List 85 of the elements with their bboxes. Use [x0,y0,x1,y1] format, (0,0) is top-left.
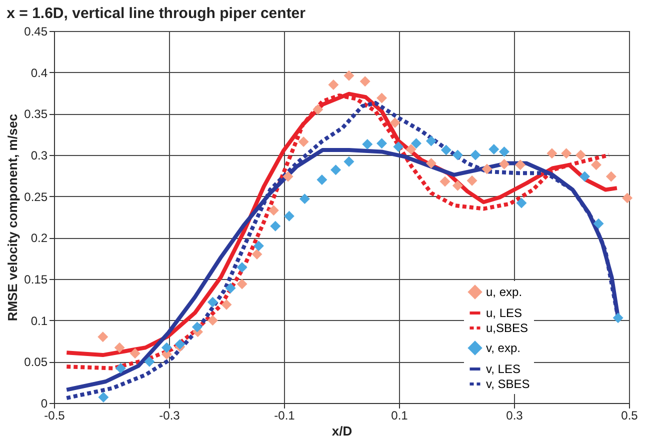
x-tick-label: -0.3 [159,408,180,422]
point [411,138,422,149]
point [344,156,354,167]
point [593,218,604,229]
point [406,144,416,154]
point [282,171,294,182]
point [376,92,387,104]
y-tick-label: 0.05 [24,355,48,370]
point [470,150,481,160]
point [130,348,140,359]
point [515,160,526,170]
point [498,146,510,157]
point [498,158,510,170]
point [236,278,248,290]
point [516,198,527,208]
point [390,118,400,128]
point [328,79,339,90]
y-tick-label: 0 [40,396,48,410]
point [546,148,558,159]
point [270,220,281,232]
point [579,171,590,182]
point [440,144,452,156]
x-axis-title: x/D [332,424,352,438]
point [482,164,492,174]
point [362,139,373,150]
point [622,192,633,204]
point [161,342,172,353]
x-tick-label: -0.5 [44,408,66,422]
point [426,158,436,169]
point [376,138,387,149]
point [344,70,354,81]
point [440,176,450,187]
point [236,262,248,273]
y-tick-label: 0.3 [30,148,48,162]
point [144,356,155,367]
chart-title: x = 1.6D, vertical line through piper center [6,5,306,22]
point [426,136,436,146]
point [393,141,404,152]
x-tick-label: 0.1 [391,408,408,422]
point [452,180,463,191]
legend-label: v, SBES [486,377,530,391]
legend-label: u, exp. [486,285,522,299]
y-tick-label: 0.25 [24,190,48,204]
point [252,248,262,260]
x-tick-label: -0.1 [274,408,296,422]
point [561,148,572,159]
point [207,315,218,326]
point [452,150,463,160]
point [606,171,616,182]
point [207,296,218,308]
point [98,332,108,342]
y-tick-label: 0.4 [30,66,48,80]
point [221,299,232,310]
legend-label: u, LES [486,306,522,320]
y-tick-label: 0.1 [30,314,48,328]
point [330,164,341,176]
y-tick-label: 0.45 [24,24,48,38]
y-axis-title: RMSE velocity component, m/sec [5,114,20,322]
point [284,210,294,222]
point [225,282,236,294]
point [253,240,264,252]
point [299,194,310,204]
y-tick-label: 0.2 [30,231,48,246]
point [298,136,309,148]
point [174,339,186,350]
point [612,312,624,324]
x-tick-label: 0.5 [621,408,638,422]
point [488,144,500,154]
point [466,175,478,186]
point [114,342,125,353]
point [312,104,324,115]
point [192,322,202,332]
point [316,174,328,186]
y-tick-label: 0.35 [24,107,48,122]
point [360,76,370,87]
legend-label: u,SBES [486,321,528,335]
legend-label: v, LES [486,362,520,376]
point [268,205,279,216]
point [115,363,126,374]
point [98,392,109,402]
x-tick-label: 0.3 [506,408,524,422]
point [590,160,602,170]
point [575,150,586,160]
legend-label: v, exp. [486,341,520,355]
y-tick-label: 0.15 [24,272,48,286]
